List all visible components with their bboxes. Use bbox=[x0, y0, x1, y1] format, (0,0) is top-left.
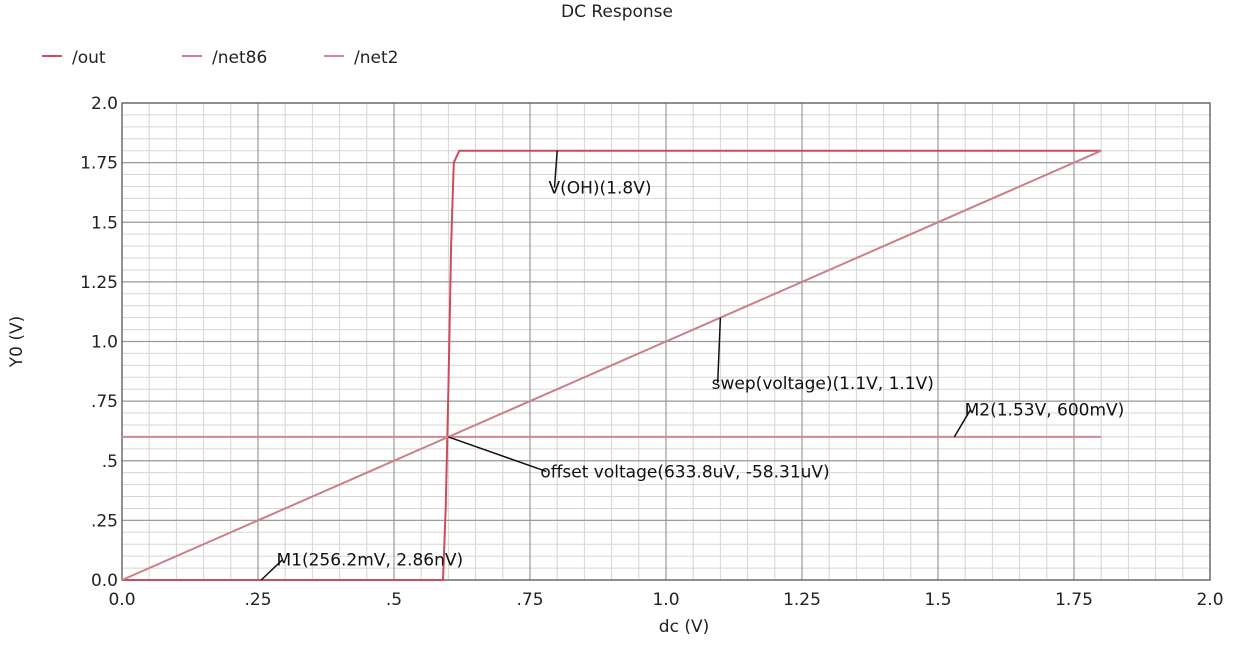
series-line-out bbox=[122, 149, 1102, 581]
legend-label-net2: /net2 bbox=[354, 48, 399, 68]
x-tick-label: .5 bbox=[386, 590, 402, 610]
annotation-leader-line bbox=[553, 150, 558, 188]
legend-swatch-net2 bbox=[324, 55, 344, 57]
x-tick-label: .75 bbox=[516, 590, 543, 610]
annotation-layer: V(OH)(1.8V) swep(voltage)(1.1V, 1.1V) M2(1… bbox=[260, 150, 1125, 581]
annotation-label: V(OH)(1.8V) bbox=[548, 179, 651, 199]
y-tick-label: 2.0 bbox=[91, 94, 118, 114]
x-tick-label: 0.0 bbox=[108, 590, 135, 610]
annotation-leader-line bbox=[448, 436, 547, 473]
tick-layer: 0.0 .25 .5 .75 1.0 1.25 1.5 1.75 2.0 0.0 .25 .5 .75 1… bbox=[80, 94, 1223, 610]
legend-item-out: /out bbox=[42, 46, 106, 70]
y-tick-label: .75 bbox=[91, 392, 118, 412]
x-tick-label: 2.0 bbox=[1196, 590, 1223, 610]
y-tick-label: 0.0 bbox=[91, 571, 118, 591]
y-tick-label: .5 bbox=[102, 452, 118, 472]
legend-swatch-net86 bbox=[182, 55, 202, 57]
chart-title: DC Response bbox=[560, 2, 673, 22]
legend-swatch-out bbox=[42, 55, 62, 57]
series-line-net86 bbox=[121, 149, 1102, 581]
y-tick-label: .25 bbox=[91, 511, 118, 531]
y-tick-label: 1.75 bbox=[80, 154, 118, 174]
legend-label-net86: /net86 bbox=[212, 48, 268, 68]
x-tick-label: 1.5 bbox=[924, 590, 951, 610]
annotation-leader-line bbox=[716, 317, 722, 384]
y-tick-label: 1.5 bbox=[91, 213, 118, 233]
series-layer bbox=[121, 149, 1102, 581]
annotation-label: M2(1.53V, 600mV) bbox=[965, 400, 1125, 420]
x-axis-title: dc (V) bbox=[659, 617, 709, 637]
x-tick-label: 1.0 bbox=[652, 590, 679, 610]
annotation-leader-line bbox=[953, 409, 972, 438]
y-tick-label: 1.0 bbox=[91, 333, 118, 353]
legend-item-net2: /net2 bbox=[324, 46, 398, 70]
x-tick-label: .25 bbox=[244, 590, 271, 610]
annotation-label: swep(voltage)(1.1V, 1.1V) bbox=[712, 374, 934, 394]
plot-frame bbox=[121, 102, 1211, 581]
legend-label-out: /out bbox=[72, 48, 106, 68]
y-axis-title: Y0 (V) bbox=[7, 316, 27, 369]
y-tick-label: 1.25 bbox=[80, 273, 118, 293]
legend-item-net86: /net86 bbox=[182, 46, 267, 70]
annotation-label: M1(256.2mV, 2.86nV) bbox=[276, 551, 463, 571]
annotation-leader-line bbox=[260, 559, 283, 581]
x-tick-label: 1.75 bbox=[1055, 590, 1093, 610]
annotation-label: offset voltage(633.8uV, -58.31uV) bbox=[540, 462, 829, 482]
x-tick-label: 1.25 bbox=[783, 590, 821, 610]
